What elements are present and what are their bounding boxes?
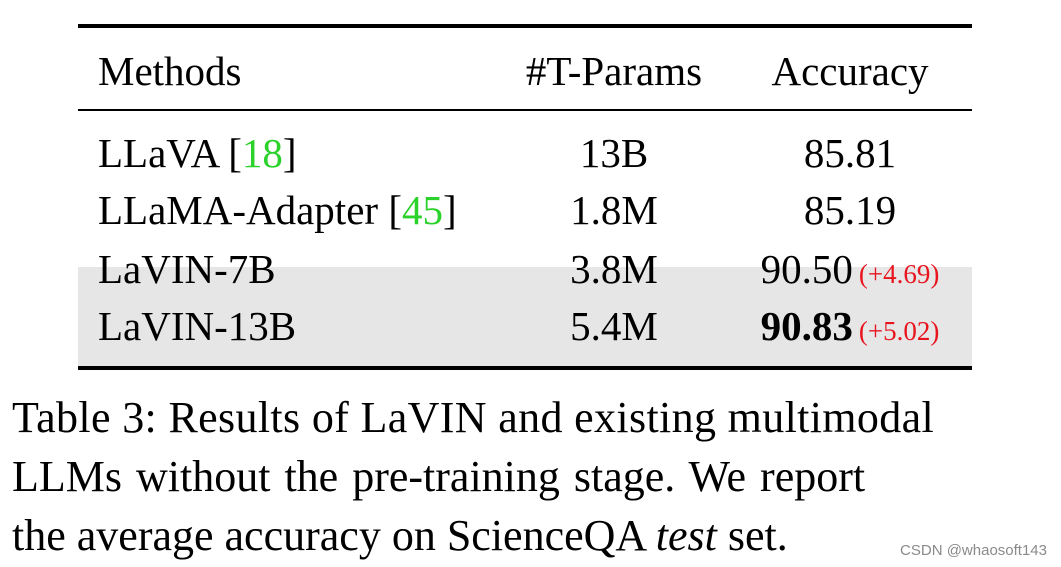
caption-text: set. <box>716 511 788 560</box>
bottom-rule <box>78 366 972 370</box>
citation-link[interactable]: 45 <box>401 187 443 233</box>
caption-line: the average accuracy on ScienceQA test s… <box>12 506 1057 565</box>
caption-text: the average accuracy on ScienceQA <box>12 511 656 560</box>
table-row: LLaMA-Adapter [45] 1.8M 85.19 <box>78 183 972 237</box>
method-cell: LaVIN-13B <box>98 303 297 349</box>
highlighted-rows-background <box>78 267 972 366</box>
table-row: LaVIN-7B 3.8M 90.50 (+4.69) <box>78 242 972 296</box>
method-name: LLaMA-Adapter <box>98 187 379 233</box>
accuracy-cell: 90.83 (+5.02) <box>750 299 950 358</box>
table-caption: Table 3: Results of LaVIN and existing m… <box>12 388 1057 565</box>
method-cell: LLaMA-Adapter [45] <box>98 183 457 237</box>
citation-link[interactable]: 18 <box>241 130 283 176</box>
header-accuracy: Accuracy <box>771 48 929 94</box>
watermark: CSDN @whaosoft143 <box>900 542 1047 559</box>
header-methods: Methods <box>98 48 242 94</box>
params-cell: 3.8M <box>570 246 658 292</box>
citation-open: [ <box>217 130 242 176</box>
caption-emphasis: test <box>655 511 717 560</box>
caption-line: LLMs without the pre-training stage. We … <box>12 452 866 501</box>
table-row: LLaVA [18] 13B 85.81 <box>78 126 972 180</box>
params-cell: 13B <box>579 130 649 176</box>
params-cell: 1.8M <box>570 187 658 233</box>
citation-close: ] <box>282 130 297 176</box>
method-name: LLaVA <box>98 130 218 176</box>
accuracy-cell: 85.81 <box>803 130 897 176</box>
accuracy-cell: 90.50 (+4.69) <box>750 242 950 301</box>
citation-open: [ <box>378 187 402 233</box>
header-rule <box>78 109 972 111</box>
accuracy-gain: (+5.02) <box>858 316 940 346</box>
table-header-row: Methods #T-Params Accuracy <box>78 44 972 98</box>
params-cell: 5.4M <box>570 303 658 349</box>
accuracy-value-best: 90.83 <box>760 303 853 349</box>
method-cell: LaVIN-7B <box>98 246 276 292</box>
accuracy-gain: (+4.69) <box>858 259 940 289</box>
caption-line: Table 3: Results of LaVIN and existing m… <box>12 393 935 442</box>
top-rule <box>78 24 972 28</box>
header-params: #T-Params <box>525 48 703 94</box>
citation-close: ] <box>442 187 457 233</box>
method-cell: LLaVA [18] <box>98 126 297 180</box>
accuracy-cell: 85.19 <box>803 187 897 233</box>
table-row: LaVIN-13B 5.4M 90.83 (+5.02) <box>78 299 972 353</box>
accuracy-value: 90.50 <box>760 246 853 292</box>
